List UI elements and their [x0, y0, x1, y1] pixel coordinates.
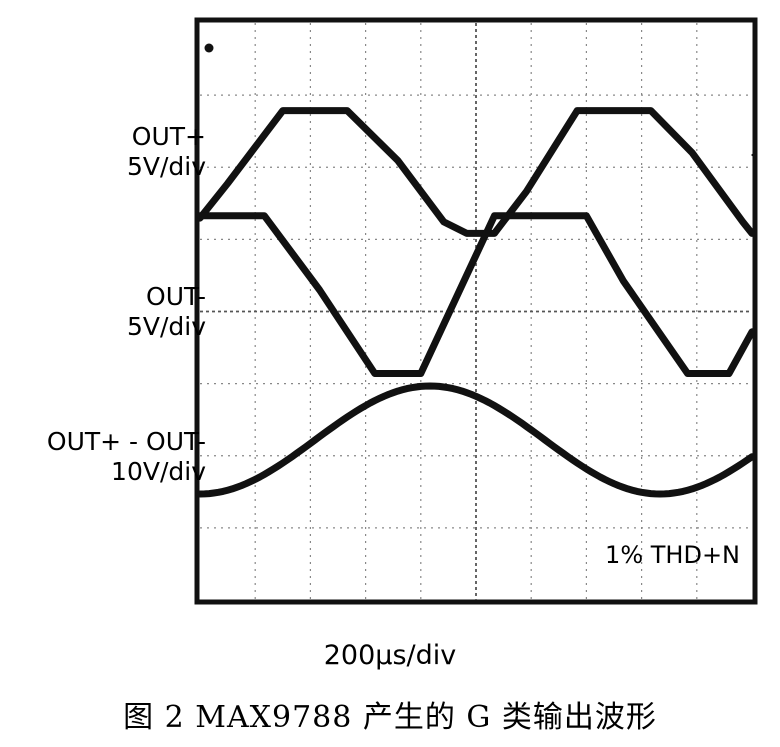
trigger-marker-icon	[751, 150, 757, 160]
trace-out-difference	[196, 382, 756, 498]
trace-label-line: OUT-	[146, 282, 206, 311]
trace-out-plus	[196, 107, 756, 237]
thd-annotation: 1% THD+N	[605, 541, 740, 569]
channel-marker-icon	[204, 43, 214, 53]
x-axis-label: 200µs/div	[323, 640, 457, 671]
trace-label-line: OUT+	[131, 122, 206, 151]
trace-label-out-plus: OUT+ 5V/div	[127, 122, 206, 182]
trace-label-line: 5V/div	[126, 312, 206, 341]
trace-out-minus	[196, 212, 756, 377]
trace-label-line: OUT+ - OUT-	[46, 427, 206, 456]
trace-label-out-minus: OUT- 5V/div	[127, 282, 206, 342]
oscilloscope-chart: 1% THD+N	[194, 17, 758, 605]
figure-caption: 图 2 MAX9788 产生的 G 类输出波形	[123, 700, 657, 735]
trace-label-line: 5V/div	[126, 152, 206, 181]
trace-label-line: 10V/div	[111, 457, 206, 486]
traces	[196, 107, 756, 498]
trace-label-difference: OUT+ - OUT- 10V/div	[47, 427, 206, 487]
